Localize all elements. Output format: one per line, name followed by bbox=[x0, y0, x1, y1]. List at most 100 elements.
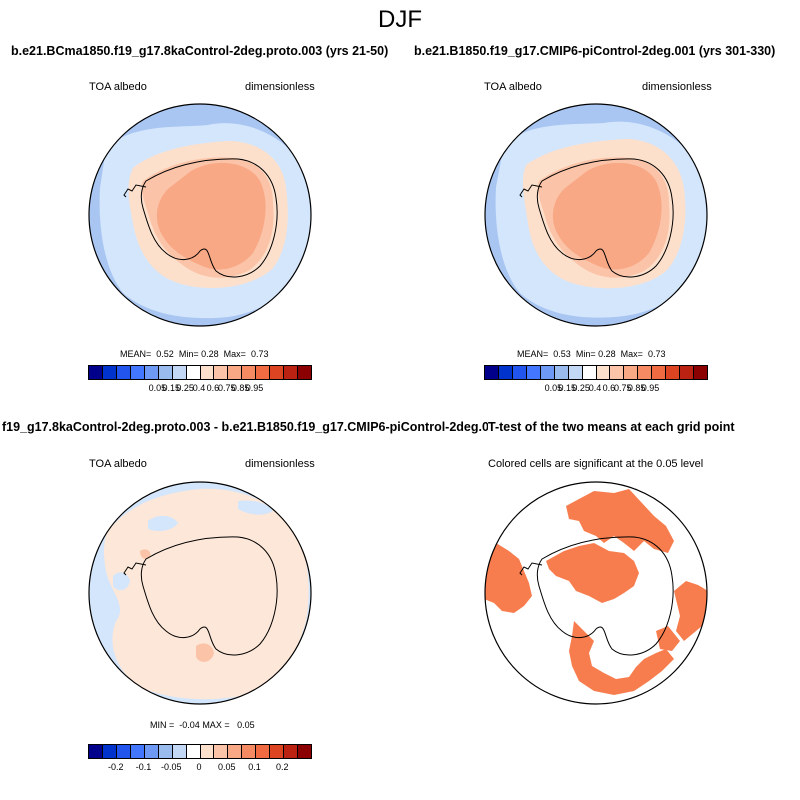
colorbar-tick-label: 0.05 bbox=[217, 762, 236, 772]
panel-tr-stats: MEAN= 0.53 Min= 0.28 Max= 0.73 bbox=[517, 349, 666, 359]
sig-region-ring bbox=[656, 626, 680, 651]
colorbar-bl bbox=[88, 744, 312, 759]
colorbar-tick-label: -0.1 bbox=[135, 762, 152, 772]
colorbar-swatch bbox=[582, 366, 597, 379]
colorbar-tl bbox=[88, 365, 312, 380]
colorbar-swatch bbox=[158, 366, 173, 379]
coastline-br bbox=[536, 536, 674, 656]
panel-bl-variable: TOA albedo bbox=[89, 458, 147, 470]
colorbar-swatch bbox=[284, 745, 299, 758]
colorbar-tick-label: 0.95 bbox=[245, 383, 264, 393]
colorbar-tick-label: 0.25 bbox=[176, 383, 194, 393]
peninsula-bl bbox=[123, 562, 147, 576]
colorbar-swatch bbox=[186, 366, 201, 379]
colorbar-swatch bbox=[610, 366, 625, 379]
colorbar-tick-label: 0.25 bbox=[572, 383, 590, 393]
colorbar-swatch bbox=[242, 745, 257, 758]
colorbar-swatch bbox=[498, 366, 513, 379]
colorbar-swatch bbox=[102, 366, 117, 379]
colorbar-swatch bbox=[186, 745, 201, 758]
diff-neg-patch2-bl bbox=[148, 515, 178, 531]
colorbar-swatch bbox=[298, 745, 311, 758]
colorbar-swatch bbox=[102, 745, 117, 758]
colorbar-swatch bbox=[694, 366, 707, 379]
colorbar-tick-label: -0.2 bbox=[107, 762, 124, 772]
colorbar-swatch bbox=[130, 745, 145, 758]
colorbar-tick-label: -0.05 bbox=[160, 762, 182, 772]
colorbar-swatch bbox=[624, 366, 639, 379]
colorbar-tick-label: 0.2 bbox=[275, 762, 289, 772]
colorbar-swatch bbox=[89, 745, 103, 758]
diff-pos-patch2-bl bbox=[140, 549, 151, 559]
colorbar-tick-label: 0.95 bbox=[641, 383, 660, 393]
season-title: DJF bbox=[378, 6, 422, 33]
map-bl bbox=[88, 481, 312, 705]
panel-br-title: T-test of the two means at each grid poi… bbox=[488, 420, 735, 434]
colorbar-swatch bbox=[652, 366, 667, 379]
colorbar-tick-label: 0 bbox=[196, 762, 202, 772]
colorbar-tick-label: 0.6 bbox=[602, 383, 616, 393]
colorbar-swatch bbox=[214, 366, 229, 379]
colorbar-swatch bbox=[172, 745, 187, 758]
colorbar-tick-label: 0.75 bbox=[613, 383, 632, 393]
colorbar-swatch bbox=[526, 366, 541, 379]
coastline-tl bbox=[140, 158, 278, 278]
colorbar-swatch bbox=[298, 366, 311, 379]
diff-neg-patch1-bl bbox=[113, 572, 130, 591]
colorbar-swatch bbox=[116, 745, 131, 758]
sig-region-bottom bbox=[569, 621, 674, 695]
panel-tl-units: dimensionless bbox=[245, 81, 315, 93]
colorbar-swatch bbox=[200, 366, 215, 379]
map-tl bbox=[88, 103, 312, 327]
colorbar-swatch bbox=[680, 366, 695, 379]
panel-bl-stats: MIN = -0.04 MAX = 0.05 bbox=[150, 720, 255, 730]
colorbar-tick-label: 0.4 bbox=[588, 383, 602, 393]
colorbar-swatch bbox=[116, 366, 131, 379]
panel-tl-title: b.e21.BCma1850.f19_g17.8kaControl-2deg.p… bbox=[11, 44, 389, 58]
colorbar-swatch bbox=[228, 366, 243, 379]
colorbar-swatch bbox=[485, 366, 499, 379]
colorbar-swatch bbox=[158, 745, 173, 758]
colorbar-tick-label: 0.6 bbox=[206, 383, 220, 393]
panel-tr-variable: TOA albedo bbox=[484, 81, 542, 93]
colorbar-swatch bbox=[200, 745, 215, 758]
colorbar-swatch bbox=[89, 366, 103, 379]
sig-region-center bbox=[546, 543, 639, 603]
colorbar-tl-labels: 0.05 0.15 0.25 0.4 0.6 0.75 0.85 0.95 bbox=[88, 383, 312, 395]
colorbar-tick-label: 0.05 bbox=[544, 383, 563, 393]
colorbar-swatch bbox=[554, 366, 569, 379]
map-br bbox=[484, 481, 708, 705]
sig-region-top bbox=[566, 489, 674, 553]
colorbar-swatch bbox=[540, 366, 555, 379]
colorbar-swatch bbox=[568, 366, 583, 379]
colorbar-bl-labels: -0.2 -0.1 -0.05 0 0.05 0.1 0.2 bbox=[88, 762, 312, 774]
colorbar-swatch bbox=[270, 366, 285, 379]
colorbar-swatch bbox=[666, 366, 681, 379]
colorbar-tick-label: 0.4 bbox=[192, 383, 206, 393]
colorbar-tick-label: 0.05 bbox=[148, 383, 167, 393]
peninsula-br bbox=[519, 562, 543, 576]
colorbar-tr-labels: 0.05 0.15 0.25 0.4 0.6 0.75 0.85 0.95 bbox=[484, 383, 708, 395]
sig-region-left bbox=[485, 543, 532, 613]
colorbar-swatch bbox=[144, 366, 159, 379]
colorbar-tick-label: 0.85 bbox=[627, 383, 646, 393]
colorbar-tick-label: 0.15 bbox=[558, 383, 577, 393]
colorbar-tick-label: 0.85 bbox=[231, 383, 250, 393]
colorbar-tick-label: 0.15 bbox=[162, 383, 181, 393]
panel-br-subtitle: Colored cells are significant at the 0.0… bbox=[488, 458, 704, 470]
colorbar-swatch bbox=[512, 366, 527, 379]
panel-tl-stats: MEAN= 0.52 Min= 0.28 Max= 0.73 bbox=[120, 349, 269, 359]
ice-sheet-tr bbox=[552, 162, 662, 270]
panel-tr-title: b.e21.B1850.f19_g17.CMIP6-piControl-2deg… bbox=[414, 44, 776, 58]
peninsula-tl bbox=[123, 184, 147, 198]
colorbar-swatch bbox=[256, 366, 271, 379]
colorbar-swatch bbox=[130, 366, 145, 379]
colorbar-swatch bbox=[172, 366, 187, 379]
colorbar-swatch bbox=[638, 366, 653, 379]
ice-sheet-tl bbox=[156, 162, 266, 270]
colorbar-swatch bbox=[214, 745, 229, 758]
colorbar-swatch bbox=[256, 745, 271, 758]
colorbar-swatch bbox=[242, 366, 257, 379]
panel-tr-units: dimensionless bbox=[642, 81, 712, 93]
colorbar-swatch bbox=[228, 745, 243, 758]
